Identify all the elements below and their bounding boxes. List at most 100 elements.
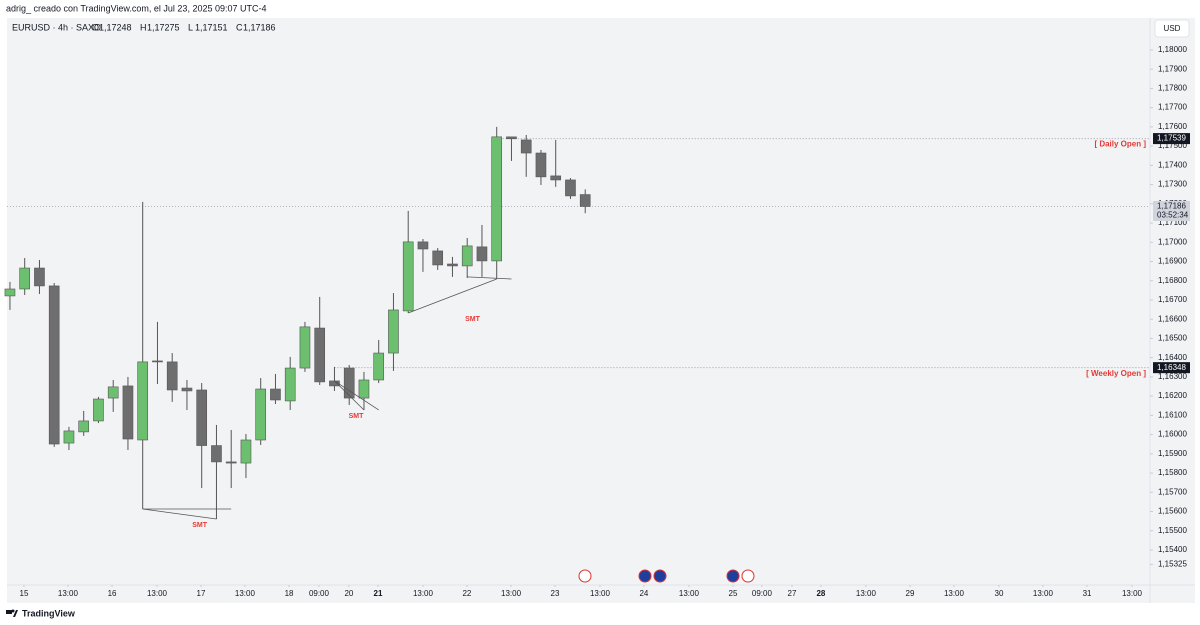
candle-body	[579, 194, 591, 207]
caption: adrig_ creado con TradingView.com, el Ju…	[6, 3, 267, 13]
x-tick-label: 25	[729, 589, 738, 598]
smt-label: SMT	[465, 316, 481, 323]
candle-body	[491, 136, 503, 262]
ohlc-key: L	[188, 22, 193, 32]
plot-bg	[7, 18, 1195, 603]
x-tick-label: 13:00	[413, 589, 434, 598]
x-tick-label: 13:00	[856, 589, 877, 598]
y-tick-label: 1,15900	[1158, 449, 1187, 458]
symbol: EURUSD · 4h · SAXO	[12, 22, 101, 32]
candle-body	[48, 285, 60, 445]
candle-body	[4, 288, 16, 297]
y-tick-label: 1,17300	[1158, 180, 1187, 189]
y-tick-label: 1,15400	[1158, 545, 1187, 554]
x-tick-label: 15	[20, 589, 29, 598]
y-tick-label: 1,16900	[1158, 257, 1187, 266]
ohlc-value: 1,17151	[195, 22, 228, 32]
candle-body	[34, 267, 45, 287]
x-tick-label: 17	[197, 589, 206, 598]
x-tick-label: 13:00	[590, 589, 611, 598]
x-tick-label: 13:00	[1122, 589, 1143, 598]
y-tick-label: 1,16700	[1158, 295, 1187, 304]
x-tick-label: 16	[108, 589, 117, 598]
logo-part	[13, 610, 18, 617]
candle-body	[447, 263, 458, 267]
candle-body	[550, 175, 562, 181]
events	[578, 569, 755, 583]
candle-body	[565, 179, 576, 197]
countdown: 03:52:34	[1157, 211, 1189, 220]
y-tick-label: 1,16300	[1158, 372, 1187, 381]
x-tick-label: 28	[816, 589, 825, 598]
ohlc-value: 1,17248	[99, 22, 132, 32]
brand-logo	[6, 609, 18, 617]
y-tick-label: 1,16600	[1158, 314, 1187, 323]
candle-body	[93, 398, 104, 422]
x-tick-label: 13:00	[58, 589, 79, 598]
candle-body	[240, 439, 252, 464]
x-tick-label: 23	[551, 589, 560, 598]
ohlc-value: 1,17275	[147, 22, 180, 32]
ohlc-key: C	[236, 22, 243, 32]
y-tick-label: 1,17000	[1158, 237, 1187, 246]
x-tick-label: 29	[906, 589, 915, 598]
event-icon[interactable]	[578, 569, 592, 583]
smt-line	[334, 380, 365, 411]
candle-body	[78, 420, 90, 433]
price-box-label: 1,16348	[1157, 363, 1186, 372]
x-tick-label: 09:00	[309, 589, 330, 598]
candle-body	[255, 388, 267, 441]
ohlc-value: 1,17186	[243, 22, 276, 32]
x-tick-label: 13:00	[944, 589, 965, 598]
x-tick-label: 09:00	[752, 589, 773, 598]
candle-body	[358, 379, 370, 399]
currency-button[interactable]	[1154, 19, 1190, 38]
candle-body	[506, 136, 517, 140]
y-tick-label: 1,15600	[1158, 507, 1187, 516]
y-tick-label: 1,15800	[1158, 468, 1187, 477]
y-tick-label: 1,17500	[1158, 141, 1187, 150]
y-tick-label: 1,16100	[1158, 410, 1187, 419]
ohlc-key: O	[92, 22, 99, 32]
candle-body	[432, 250, 444, 266]
brand: TradingView	[22, 608, 76, 618]
candle-body	[535, 152, 547, 178]
candle-body	[417, 241, 429, 250]
candle-body	[299, 326, 311, 369]
smt-line	[142, 508, 217, 520]
price-box	[1153, 200, 1190, 221]
candle-body	[19, 267, 31, 290]
x-tick-label: 24	[639, 589, 648, 598]
candle-body	[211, 445, 222, 463]
y-tick-label: 1,18000	[1158, 45, 1187, 54]
x-tick-label: 13:00	[235, 589, 256, 598]
event-icon[interactable]	[653, 569, 667, 583]
price-box-label: 1,17186	[1157, 202, 1186, 211]
level-name: [ Weekly Open ]	[1086, 369, 1146, 378]
currency[interactable]: USD	[1164, 24, 1181, 33]
y-tick-label: 1,17800	[1158, 84, 1187, 93]
x-tick-label: 31	[1083, 589, 1092, 598]
x-tick-label: 13:00	[1033, 589, 1054, 598]
event-icon[interactable]	[726, 569, 740, 583]
candle-body	[63, 430, 75, 444]
x-tick-label: 30	[995, 589, 1004, 598]
candle-body	[343, 367, 355, 399]
candle-body	[388, 309, 399, 354]
candle-body	[461, 245, 473, 267]
x-tick-label: 27	[788, 589, 797, 598]
y-tick-label: 1,17700	[1158, 103, 1187, 112]
candle-body	[270, 388, 281, 401]
y-tick-label: 1,17600	[1158, 122, 1187, 131]
event-icon[interactable]	[741, 569, 755, 583]
candle-body	[181, 387, 193, 392]
y-tick-label: 1,15325	[1158, 560, 1187, 569]
x-tick-label: 20	[344, 589, 353, 598]
event-icon[interactable]	[638, 569, 652, 583]
candle-body	[166, 361, 178, 391]
price-box	[1153, 133, 1190, 145]
level-name: [ Daily Open ]	[1094, 140, 1146, 149]
logo-part	[11, 609, 15, 613]
candle-body	[152, 360, 163, 363]
candle-body	[225, 461, 237, 464]
